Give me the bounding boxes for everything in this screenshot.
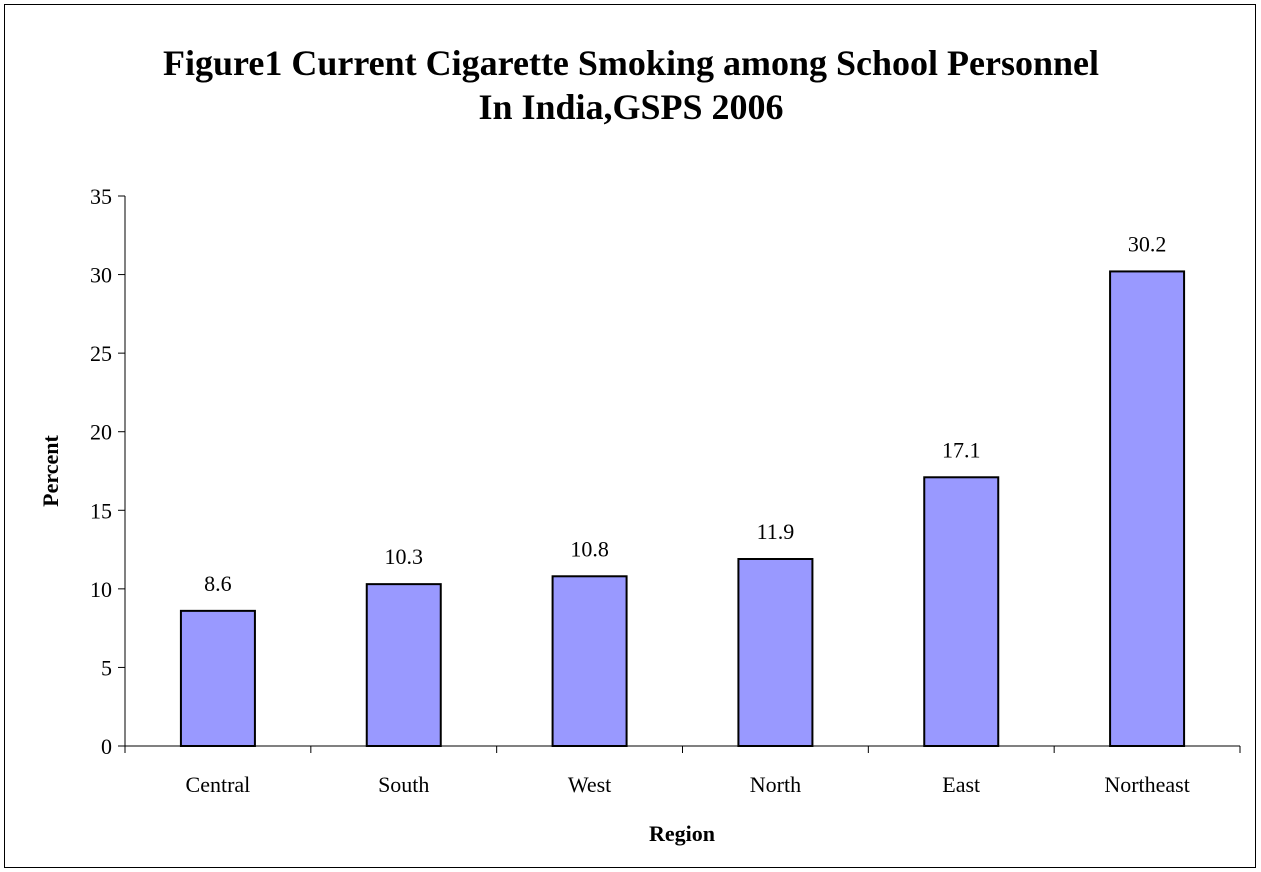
x-tick-label: East [942,772,980,797]
y-tick-label: 35 [90,184,112,209]
data-label: 11.9 [757,519,795,544]
data-label: 30.2 [1128,231,1167,256]
labels: 0 5 10 15 20 25 30 35 8.6 Central 10.3 South 10.8 Wes… [90,184,1190,797]
chart-title: Figure1 Current Cigarette Smoking among … [5,41,1257,129]
y-tick-label: 0 [101,734,112,759]
y-tick-label: 10 [90,577,112,602]
y-tick-label: 5 [101,655,112,680]
bar-northeast [1109,270,1186,747]
x-tick-label: Northeast [1104,772,1190,797]
chart-frame: Figure1 Current Cigarette Smoking among … [4,4,1256,868]
y-tick-label: 25 [90,341,112,366]
data-label: 10.8 [570,536,609,561]
data-label: 10.3 [385,544,424,569]
x-axis-title: Region [649,821,715,846]
bar-south [365,583,442,748]
x-tick-label: North [750,772,801,797]
bar-east [923,476,1000,747]
bar-central [179,609,256,747]
axes [118,195,1241,753]
bar-north [737,558,814,747]
bar-west [551,575,628,747]
y-tick-label: 20 [90,420,112,445]
data-label: 8.6 [204,571,232,596]
x-tick-label: South [378,772,429,797]
x-tick-label: Central [186,772,251,797]
bars [179,270,1186,748]
y-axis-title: Percent [38,435,63,507]
y-tick-label: 30 [90,263,112,288]
data-label: 17.1 [942,437,981,462]
x-tick-label: West [568,772,611,797]
chart-title-line-1: Figure1 Current Cigarette Smoking among … [163,43,1099,83]
y-tick-label: 15 [90,498,112,523]
chart-title-line-2: In India,GSPS 2006 [478,87,784,127]
